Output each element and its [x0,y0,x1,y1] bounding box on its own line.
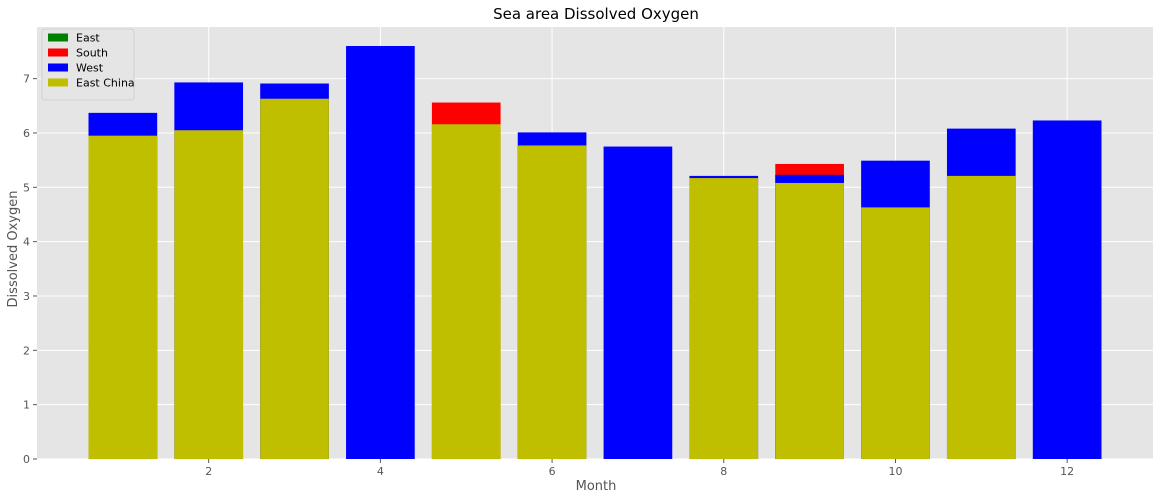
y-tick-label: 3 [23,290,30,303]
x-tick-label: 4 [377,465,384,478]
legend-label-east: East [76,32,100,45]
x-tick-label: 8 [720,465,727,478]
bar-east-china-5 [431,124,501,460]
x-tick-label: 2 [205,465,212,478]
bar-east-china-8 [689,178,759,459]
bar-east-china-1 [88,135,158,459]
x-tick-label: 10 [888,465,902,478]
y-tick-label: 2 [23,344,30,357]
x-tick-label: 12 [1060,465,1074,478]
y-tick-label: 7 [23,73,30,86]
bar-east-china-11 [946,175,1016,459]
legend-swatch-east [48,33,68,42]
y-tick-label: 4 [23,236,30,249]
y-axis-label: Dissolved Oxygen [6,191,21,308]
x-axis-label: Month [576,479,617,494]
bar-east-china-3 [260,98,329,459]
bar-east-china-6 [517,145,587,459]
legend-swatch-south [48,48,68,57]
x-tick-label: 6 [549,465,556,478]
legend-swatch-west [48,63,68,72]
legend-label-south: South [76,47,108,60]
chart-title: Sea area Dissolved Oxygen [493,5,699,23]
y-tick-label: 5 [23,181,30,194]
bar-east-china-2 [174,130,244,459]
legend-swatch-east-china [48,78,68,87]
bar-west-12 [1032,120,1102,460]
bar-east-china-10 [861,207,930,459]
y-tick-label: 1 [23,399,30,412]
y-tick-label: 6 [23,127,30,140]
bar-west-7 [603,146,673,459]
bar-east-china-9 [775,182,844,459]
legend: East South West East China [41,28,135,101]
bar-west-4 [346,46,415,460]
y-tick-label: 0 [23,453,30,466]
legend-label-west: West [76,62,104,75]
legend-label-east-china: East China [76,77,135,90]
bars [88,46,1102,460]
